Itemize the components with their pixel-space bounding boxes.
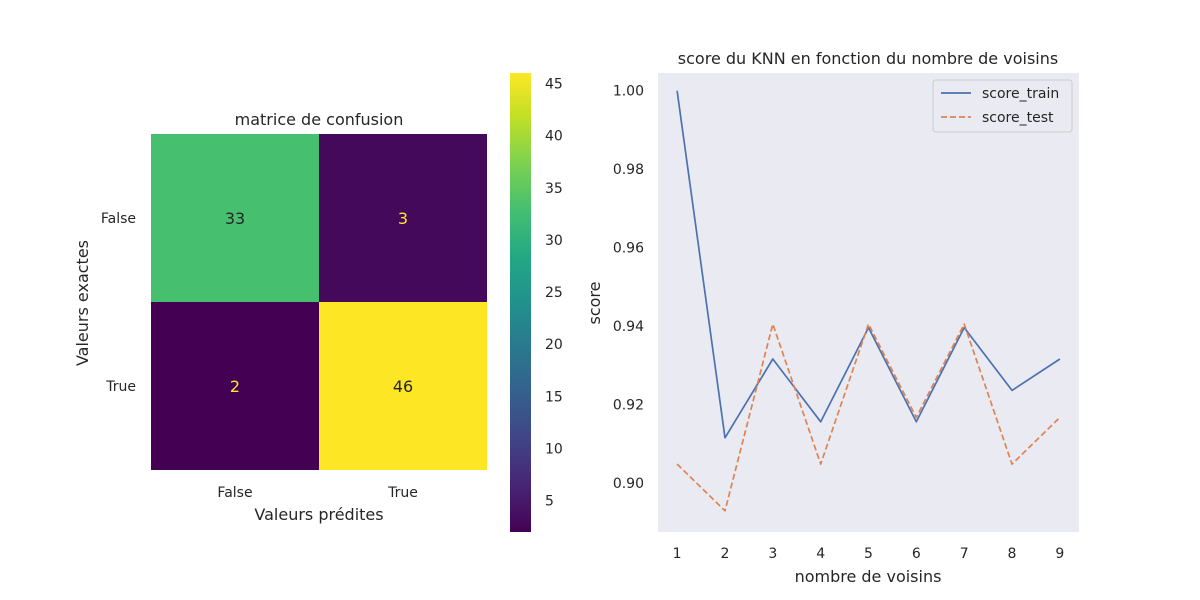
legend-label: score_train [982,86,1059,102]
plot-background [658,73,1079,532]
colorbar-tick-label: 10 [545,442,563,458]
x-tick-label: 1 [673,546,682,562]
cm-cell-value: 46 [393,377,413,396]
colorbar-tick-label: 35 [545,181,563,197]
colorbar-tick-label: 15 [545,389,563,405]
cm-cell-value: 3 [398,209,408,228]
cm-cell [319,134,487,302]
colorbar-gradient [510,73,531,532]
colorbar: 5 10 15 20 25 30 35 40 45 [510,73,563,532]
x-tick-label: 6 [912,546,921,562]
cm-tick-labels: False True False True [101,211,418,501]
cm-cell [151,302,319,470]
y-tick-label: 1.00 [613,84,644,100]
cm-ylabel: Valeurs exactes [73,240,92,366]
cm-y-tick-label: True [105,379,136,395]
x-tick-label: 5 [864,546,873,562]
x-tick-label: 7 [960,546,969,562]
y-tick-label: 0.90 [613,476,644,492]
x-tick-label: 9 [1055,546,1064,562]
cm-cell [319,302,487,470]
x-tick-label: 3 [768,546,777,562]
line-chart-xlabel: nombre de voisins [795,567,942,586]
cm-cell-value: 33 [225,209,245,228]
x-tick-label: 4 [816,546,825,562]
line-chart-series [676,90,1061,512]
legend: score_train score_test [932,79,1073,133]
cm-cell-value: 2 [230,377,240,396]
series-line-score_test [676,323,1061,512]
cm-y-tick-label: False [101,211,136,227]
cm-title: matrice de confusion [235,110,404,129]
y-tick-label: 0.94 [613,319,644,335]
line-chart-ticks: 1 2 3 4 5 6 7 8 9 0.90 0.92 0.94 0.96 0.98 1.00 [613,84,1064,562]
cm-xlabel: Valeurs prédites [254,505,383,524]
colorbar-tick-label: 30 [545,233,563,249]
y-tick-label: 0.96 [613,241,644,257]
legend-label: score_test [982,110,1054,126]
x-tick-label: 2 [721,546,730,562]
confusion-matrix: matrice de confusion 33 32 46 False TrueFal… [73,110,487,524]
colorbar-tick-label: 20 [545,337,563,353]
series-line-score_train [676,90,1061,439]
x-tick-label: 8 [1008,546,1017,562]
cm-x-tick-label: True [387,485,418,501]
colorbar-tick-label: 25 [545,285,563,301]
cm-cell [151,134,319,302]
line-chart-title: score du KNN en fonction du nombre de vo… [678,49,1058,68]
y-tick-label: 0.92 [613,398,644,414]
colorbar-tick-label: 5 [545,494,554,510]
colorbar-tick-label: 45 [545,76,563,92]
colorbar-ticks: 5 10 15 20 25 30 35 40 45 [545,76,563,509]
line-chart: score du KNN en fonction du nombre de vo… [585,49,1079,586]
cm-cells: 33 32 46 [151,134,487,470]
y-tick-label: 0.98 [613,162,644,178]
cm-x-tick-label: False [217,485,252,501]
colorbar-tick-label: 40 [545,129,563,145]
line-chart-ylabel: score [585,282,604,325]
